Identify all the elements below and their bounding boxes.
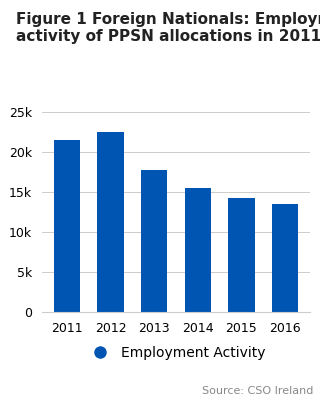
Bar (228, 198, 254, 312)
Bar (272, 204, 298, 312)
Bar (98, 132, 124, 312)
Text: Figure 1 Foreign Nationals: Employment
activity of PPSN allocations in 2011: Figure 1 Foreign Nationals: Employment a… (16, 12, 320, 44)
Bar (185, 188, 211, 312)
Text: Source: CSO Ireland: Source: CSO Ireland (202, 386, 314, 396)
Bar (141, 170, 167, 312)
Legend: Employment Activity: Employment Activity (81, 340, 271, 365)
Bar (54, 140, 80, 312)
